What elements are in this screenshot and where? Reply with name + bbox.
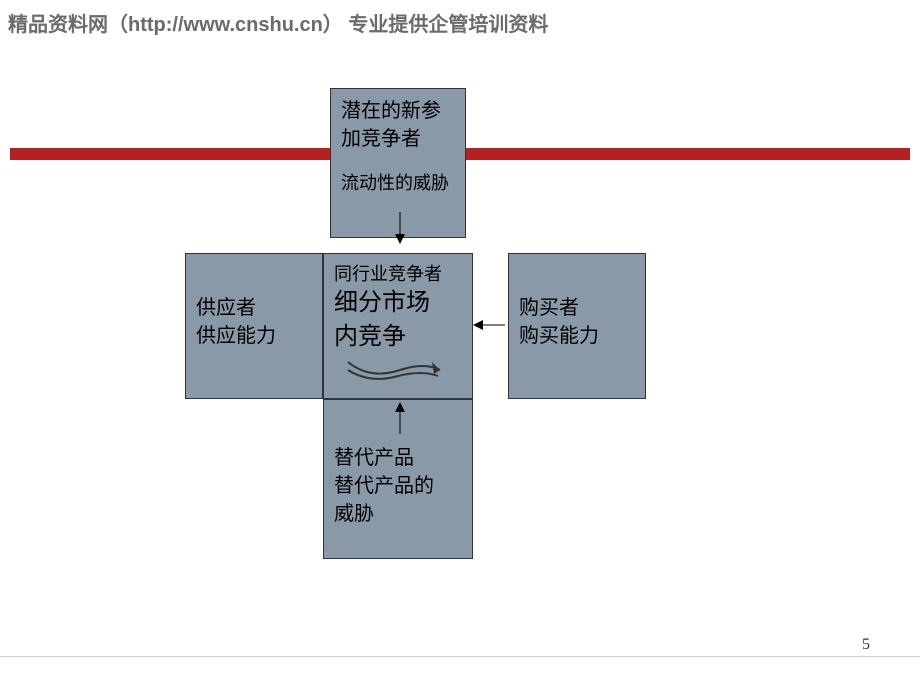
node-buyers: 购买者 购买能力 xyxy=(508,253,646,399)
bottom-shadow-line xyxy=(0,656,920,657)
header-watermark: 精品资料网（http://www.cnshu.cn） 专业提供企管培训资料 xyxy=(8,8,548,37)
node-suppliers: 供应者 供应能力 xyxy=(185,253,323,399)
node-right-line2: 购买能力 xyxy=(519,322,635,350)
node-left-line1: 供应者 xyxy=(196,294,312,322)
node-bottom-line2: 替代产品的 xyxy=(334,472,462,500)
arrow-top-down xyxy=(395,212,405,244)
node-bottom-line1: 替代产品 xyxy=(334,444,462,472)
node-top-line1: 潜在的新参 xyxy=(341,97,455,125)
swirl-arrow-icon xyxy=(340,352,450,382)
page-number: 5 xyxy=(862,636,870,654)
arrow-bottom-up xyxy=(395,402,405,434)
node-center-big1: 细分市场 xyxy=(334,287,462,321)
node-right-line1: 购买者 xyxy=(519,294,635,322)
node-top-line2: 加竞争者 xyxy=(341,125,455,153)
node-center-small: 同行业竞争者 xyxy=(334,262,462,287)
arrow-right-to-center xyxy=(473,320,505,330)
node-left-line2: 供应能力 xyxy=(196,322,312,350)
red-bar-right xyxy=(466,148,910,160)
node-bottom-line3: 威胁 xyxy=(334,500,462,528)
node-center-big2: 内竞争 xyxy=(334,321,462,355)
red-bar-left xyxy=(10,148,330,160)
node-top-line3: 流动性的威胁 xyxy=(341,171,455,196)
